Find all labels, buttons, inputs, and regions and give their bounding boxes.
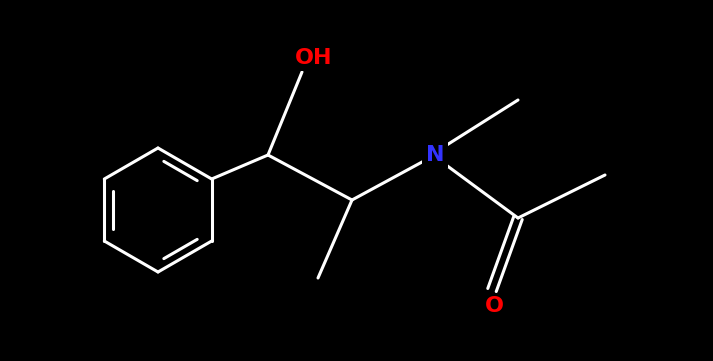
Text: O: O bbox=[485, 296, 503, 316]
Text: OH: OH bbox=[295, 48, 333, 68]
Text: N: N bbox=[426, 145, 444, 165]
